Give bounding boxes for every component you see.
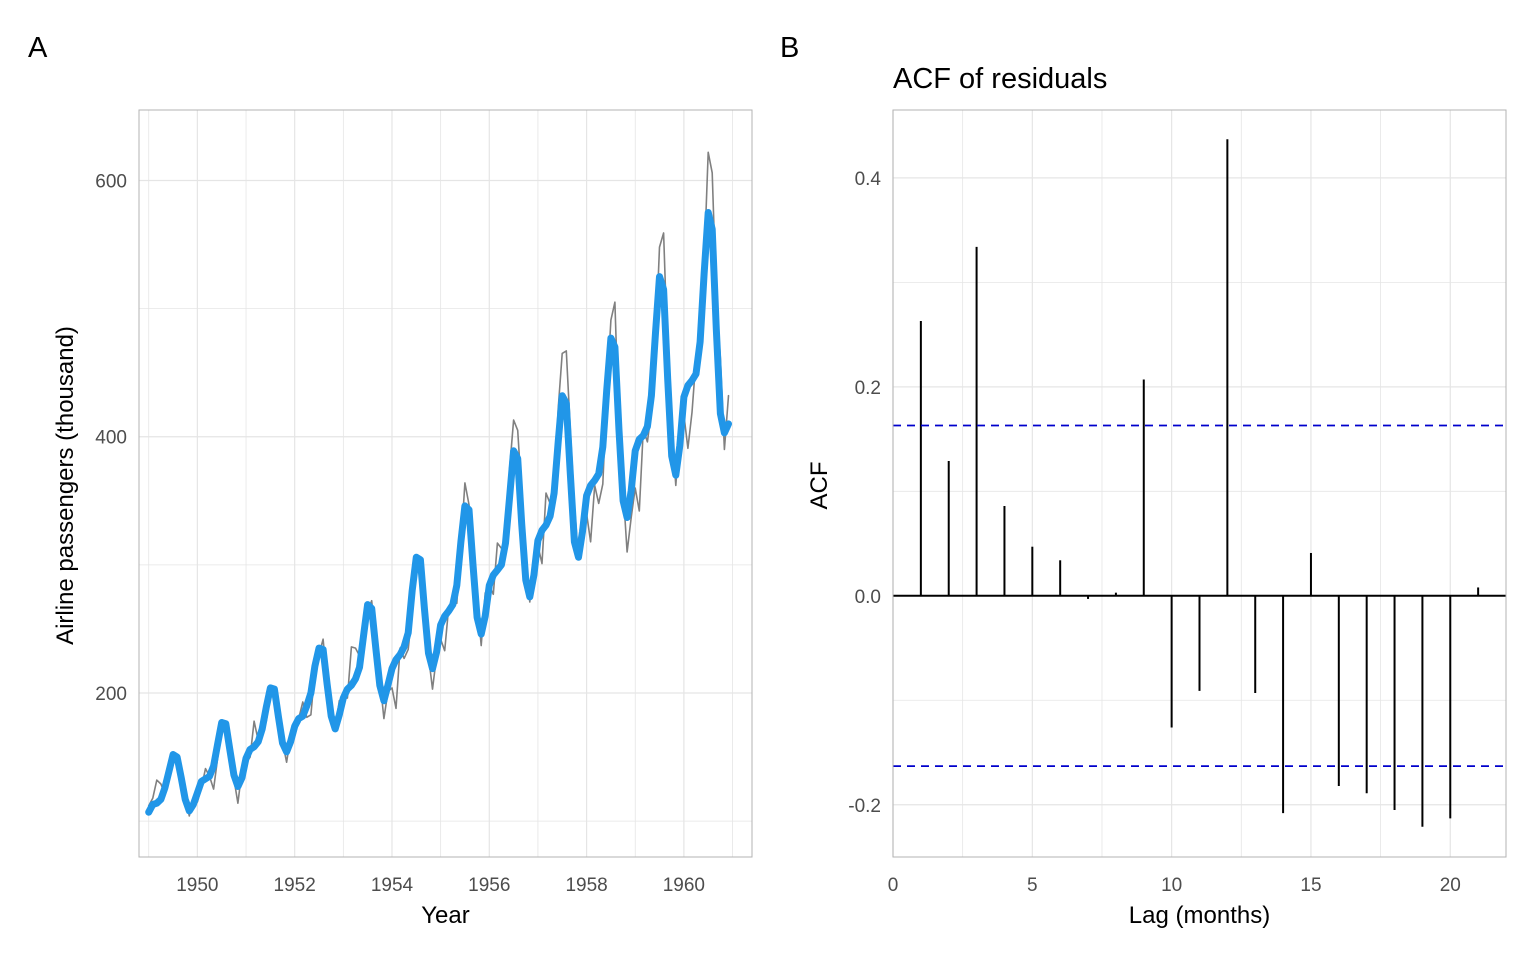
x-tick-label: 1960	[663, 875, 705, 896]
x-tick-label: 20	[1440, 875, 1461, 896]
y-tick-label: 400	[95, 428, 127, 449]
panel-b-x-axis-title: Lag (months)	[1129, 902, 1270, 929]
panel-b-acf-residuals: B ACF of residuals 0 5 10 15 20 -0.2 0.0 0.2 0.4…	[780, 32, 1507, 929]
panel-b-background	[893, 110, 1506, 857]
x-tick-label: 15	[1300, 875, 1321, 896]
panel-b-confidence-bounds	[893, 424, 1506, 768]
x-tick-label: 1952	[274, 875, 316, 896]
panel-b-border	[892, 109, 1507, 858]
panel-b-title: ACF of residuals	[893, 63, 1107, 95]
panel-a-series	[145, 151, 732, 817]
y-tick-label: 600	[95, 171, 127, 192]
x-tick-label: 5	[1027, 875, 1038, 896]
x-tick-label: 1958	[565, 875, 607, 896]
panel-a-x-axis-title: Year	[421, 902, 470, 929]
y-tick-label: 200	[95, 684, 127, 705]
x-tick-label: 1954	[371, 875, 414, 896]
y-tick-label: -0.2	[848, 796, 881, 817]
panel-b-gridlines	[892, 110, 1506, 857]
x-tick-label: 0	[888, 875, 899, 896]
fitted-series-line	[145, 209, 732, 816]
panel-a-background	[139, 110, 752, 857]
panel-a-y-axis-title: Airline passengers (thousand)	[52, 326, 79, 645]
panel-a-tick-labels: 1950 1952 1954 1956 1958 1960 200 400 600	[95, 171, 705, 896]
panel-a-airline-passengers: A 1950 1952 1954 1956 1958 1960 200 400 600 Year…	[28, 32, 753, 929]
panel-b-tick-labels: 0 5 10 15 20 -0.2 0.0 0.2 0.4	[848, 169, 1461, 896]
panel-a-border	[138, 109, 753, 858]
panel-b-y-axis-title: ACF	[806, 462, 833, 510]
panel-b-acf-bars	[893, 139, 1506, 827]
panel-a-gridlines	[139, 110, 752, 857]
x-tick-label: 1950	[176, 875, 218, 896]
y-tick-label: 0.0	[855, 587, 881, 608]
panel-b-tag: B	[780, 32, 799, 64]
x-tick-label: 1956	[468, 875, 510, 896]
y-tick-label: 0.4	[855, 169, 882, 190]
x-tick-label: 10	[1161, 875, 1182, 896]
y-tick-label: 0.2	[855, 378, 881, 399]
panel-a-tag: A	[28, 32, 48, 64]
